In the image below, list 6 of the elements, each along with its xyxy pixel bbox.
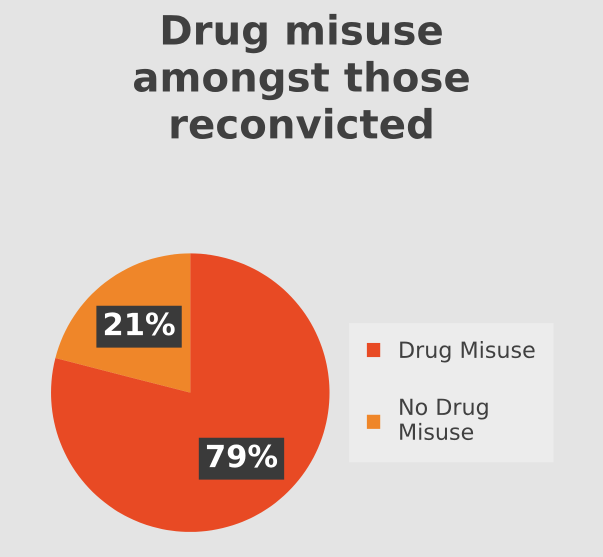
chart-title: Drug misuse amongst those reconvicted: [134, 14, 469, 139]
legend-label: No Drug Misuse: [400, 398, 488, 440]
legend-label: Drug Misuse: [400, 340, 535, 362]
pie-slice: [51, 253, 330, 532]
data-label: 79%: [206, 444, 278, 468]
data-label: 21%: [104, 312, 175, 336]
